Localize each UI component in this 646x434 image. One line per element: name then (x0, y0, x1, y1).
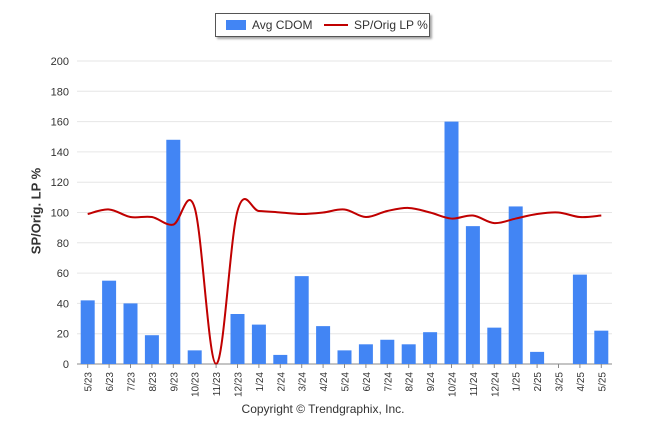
x-tick-label: 8/24 (405, 372, 416, 392)
y-tick-label: 20 (57, 329, 69, 341)
x-tick-label: 10/23 (191, 372, 202, 397)
x-tick-label: 4/24 (319, 372, 330, 392)
y-tick-label: 120 (51, 177, 69, 189)
bar (423, 332, 438, 364)
legend-bar-swatch (226, 20, 246, 30)
bar (102, 280, 117, 364)
x-tick-label: 9/24 (426, 372, 437, 392)
bar (144, 335, 159, 364)
bar (251, 324, 266, 364)
legend-item-bar[interactable]: Avg CDOM (226, 18, 312, 32)
x-tick-label: 1/24 (255, 372, 266, 392)
x-tick-label: 11/24 (469, 372, 480, 397)
x-tick-labels: 5/23 6/23 7/23 8/23 9/23 10/23 11/23 12/23 1/24 2… (84, 364, 608, 397)
bar (316, 326, 331, 364)
bar (508, 206, 523, 364)
x-tick-label: 10/24 (448, 372, 459, 397)
x-tick-label: 5/23 (84, 372, 95, 392)
y-tick-label: 80 (57, 238, 69, 250)
x-tick-label: 11/23 (212, 372, 223, 397)
bar (337, 350, 352, 364)
bar (294, 276, 309, 364)
x-tick-label: 3/24 (298, 372, 309, 392)
x-tick-label: 2/24 (276, 372, 287, 392)
bar (530, 351, 545, 364)
x-tick-label: 9/23 (169, 372, 180, 392)
x-tick-label: 3/25 (555, 372, 566, 392)
bar (273, 354, 288, 364)
x-tick-label: 5/24 (341, 372, 352, 392)
bar (230, 314, 245, 364)
bar (594, 330, 609, 364)
y-axis-label: SP/Orig. LP % (28, 167, 44, 255)
y-tick-label: 160 (51, 117, 69, 129)
bar-series (80, 121, 609, 364)
legend-bar-label: Avg CDOM (252, 18, 313, 32)
line-series (87, 198, 602, 366)
bar (166, 139, 181, 364)
bar (444, 121, 459, 364)
x-tick-label: 1/25 (512, 372, 523, 392)
legend: Avg CDOM SP/Orig LP % (215, 13, 430, 37)
x-tick-label: 6/23 (105, 372, 116, 392)
x-tick-label: 12/23 (234, 372, 245, 397)
bar (80, 300, 95, 364)
x-tick-label: 5/25 (597, 372, 608, 392)
legend-item-line[interactable]: SP/Orig LP % (324, 18, 428, 32)
y-tick-label: 200 (51, 56, 69, 68)
y-tick-label: 180 (51, 86, 69, 98)
bar (401, 344, 416, 364)
bar (123, 303, 138, 364)
y-tick-label: 40 (57, 298, 69, 310)
bar (358, 344, 373, 364)
bar (465, 226, 480, 364)
x-tick-label: 6/24 (362, 372, 373, 392)
y-tick-label: 60 (57, 268, 69, 280)
bar (487, 327, 502, 364)
legend-line-swatch (324, 24, 348, 26)
sp-orig-lp-line (87, 198, 602, 366)
bar (187, 350, 202, 364)
y-tick-label: 100 (51, 208, 69, 220)
y-tick-label: 0 (63, 359, 69, 371)
bar (572, 274, 587, 364)
x-tick-label: 12/24 (490, 372, 501, 397)
grid-layer (77, 60, 612, 365)
x-tick-label: 7/23 (127, 372, 138, 392)
bar (380, 339, 395, 364)
x-tick-label: 4/25 (576, 372, 587, 392)
y-tick-label: 140 (51, 147, 69, 159)
x-tick-label: 8/23 (148, 372, 159, 392)
y-tick-labels: 0 20 40 60 80 100 120 140 160 180 200 (51, 56, 69, 371)
x-tick-label: 2/25 (533, 372, 544, 392)
legend-line-label: SP/Orig LP % (354, 18, 428, 32)
x-tick-label: 7/24 (383, 372, 394, 392)
copyright-text: Copyright © Trendgraphix, Inc. (241, 402, 405, 416)
